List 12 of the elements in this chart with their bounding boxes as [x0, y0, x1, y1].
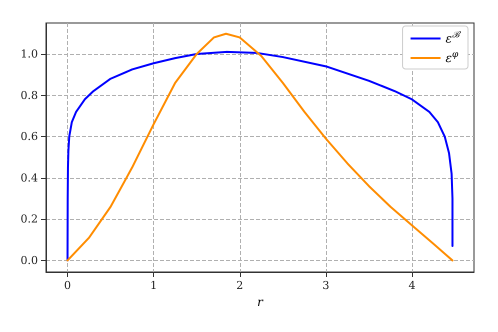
x-tick-label: 3	[322, 279, 330, 292]
x-axis-title: r	[257, 294, 264, 309]
y-tick-label: 0.8	[20, 88, 38, 102]
y-tick-label: 0.2	[20, 212, 38, 226]
y-tick-label: 0.0	[20, 254, 38, 267]
x-tick-label: 1	[150, 279, 158, 292]
y-tick-label: 1.0	[20, 47, 38, 60]
x-tick-label: 2	[236, 279, 244, 292]
x-tick-label: 0	[64, 279, 72, 292]
y-tick-label: 0.4	[20, 171, 38, 184]
y-tick-label: 0.6	[20, 130, 38, 144]
x-tick-label: 4	[408, 279, 416, 292]
